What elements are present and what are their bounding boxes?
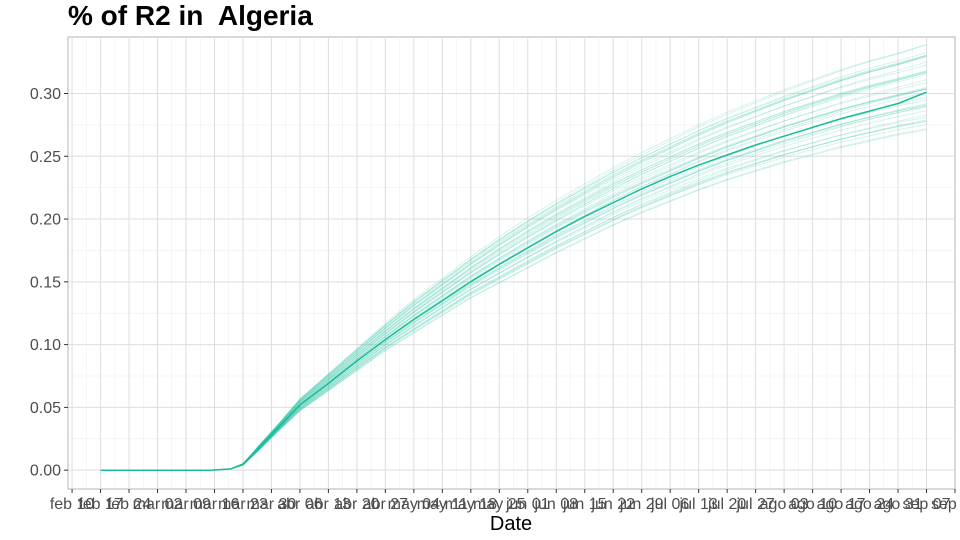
x-tick-label: may 04 <box>388 496 441 513</box>
y-tick-label: 0.00 <box>30 463 61 480</box>
x-tick-label: jun 22 <box>590 496 635 513</box>
simulation-line <box>100 52 927 471</box>
simulation-line <box>100 44 927 471</box>
simulation-line <box>100 121 927 471</box>
x-tick-label: feb 24 <box>107 496 152 513</box>
y-tick-label: 0.10 <box>30 337 61 354</box>
simulation-line <box>100 119 927 471</box>
simulation-line <box>100 44 927 471</box>
simulation-line <box>100 128 927 471</box>
y-tick-label: 0.30 <box>30 86 61 103</box>
x-tick-label: ago 10 <box>788 496 837 513</box>
chart-title: % of R2 in Algeria <box>68 0 313 31</box>
y-tick-label: 0.15 <box>30 274 61 291</box>
x-tick-label: abr 20 <box>334 496 379 513</box>
x-tick-label: may 11 <box>417 496 468 513</box>
x-tick-label: feb 17 <box>78 496 123 513</box>
simulation-line <box>100 103 927 471</box>
x-tick-label: sep 14 <box>931 496 960 513</box>
x-axis-title: Date <box>490 513 532 535</box>
simulation-line <box>100 129 927 471</box>
x-tick-label: feb 10 <box>50 496 95 513</box>
simulation-line <box>100 120 927 471</box>
x-tick-label: mar 09 <box>161 496 211 513</box>
simulation-line <box>100 105 927 471</box>
simulation-line <box>100 64 927 471</box>
x-tick-label: jun 15 <box>562 496 607 513</box>
x-tick-label: ago 17 <box>817 496 866 513</box>
simulation-line <box>100 55 927 471</box>
y-axis: 0.00 0.05 0.10 0.15 0.20 0.25 0.30 <box>30 86 68 480</box>
simulation-line <box>100 110 927 471</box>
simulation-line <box>100 71 927 471</box>
x-tick-label: abr 13 <box>306 496 351 513</box>
x-tick-label: ago 31 <box>874 496 923 513</box>
simulation-line <box>100 114 927 471</box>
x-tick-label: jun 01 <box>505 496 550 513</box>
x-tick-label: mar 30 <box>247 496 297 513</box>
x-tick-label: ago 24 <box>845 496 894 513</box>
x-tick-label: jul 27 <box>736 496 775 513</box>
y-tick-label: 0.05 <box>30 400 61 417</box>
simulation-line <box>100 55 927 471</box>
y-tick-label: 0.25 <box>30 149 61 166</box>
x-tick-label: jun 29 <box>619 496 664 513</box>
series-line <box>100 91 927 471</box>
x-tick-label: may 25 <box>473 496 526 513</box>
x-tick-label: mar 02 <box>133 496 183 513</box>
simulation-line <box>100 124 927 471</box>
plot-panel <box>67 36 956 490</box>
grid-minor <box>68 37 955 489</box>
x-tick-label: mar 16 <box>190 496 240 513</box>
simulation-line <box>100 56 927 471</box>
median-line <box>100 91 927 471</box>
x-tick-label: sep 07 <box>902 496 950 513</box>
x-tick-label: jul 13 <box>679 496 718 513</box>
simulation-line <box>100 116 927 471</box>
x-tick-label: ago 03 <box>760 496 809 513</box>
simulation-line <box>100 54 927 471</box>
x-tick-label: jul 06 <box>650 496 689 513</box>
x-tick-label: may 18 <box>445 496 498 513</box>
x-tick-label: jul 20 <box>707 496 746 513</box>
x-tick-label: abr 06 <box>277 496 322 513</box>
simulation-line <box>100 54 927 471</box>
x-tick-label: mar 23 <box>218 496 268 513</box>
y-tick-label: 0.20 <box>30 212 61 229</box>
x-tick-label: abr 27 <box>363 496 408 513</box>
grid-major <box>68 37 955 489</box>
x-tick-label: jun 08 <box>533 496 578 513</box>
